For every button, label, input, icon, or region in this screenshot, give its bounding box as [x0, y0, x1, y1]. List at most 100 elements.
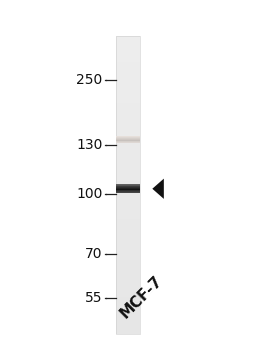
Bar — [116, 73, 140, 77]
Bar — [116, 271, 140, 274]
Text: 70: 70 — [85, 247, 102, 261]
Text: 100: 100 — [76, 187, 102, 201]
Bar — [116, 139, 140, 140]
Bar — [116, 304, 140, 308]
Bar — [116, 138, 140, 139]
Bar — [116, 133, 140, 137]
Bar — [116, 51, 140, 55]
Bar — [116, 297, 140, 301]
Bar — [116, 190, 140, 191]
Bar — [116, 184, 140, 185]
Bar — [116, 196, 140, 200]
Bar — [116, 308, 140, 311]
Bar — [116, 148, 140, 152]
Bar — [116, 187, 140, 188]
Bar — [116, 111, 140, 114]
Bar — [116, 122, 140, 126]
Bar — [116, 107, 140, 111]
Bar — [116, 222, 140, 226]
Text: 55: 55 — [85, 291, 102, 305]
Bar — [116, 137, 140, 138]
Bar — [116, 301, 140, 304]
Bar — [116, 237, 140, 241]
Bar — [116, 114, 140, 118]
Bar — [116, 211, 140, 215]
Bar — [116, 48, 140, 51]
Bar — [116, 189, 140, 192]
Bar — [116, 248, 140, 252]
Bar — [116, 77, 140, 81]
Bar — [116, 36, 140, 334]
Bar — [116, 193, 140, 196]
Bar — [116, 191, 140, 192]
Bar — [116, 152, 140, 155]
Bar — [116, 70, 140, 73]
Bar — [116, 200, 140, 204]
Bar — [116, 137, 140, 140]
Bar — [116, 311, 140, 315]
Bar — [116, 256, 140, 260]
Bar — [116, 140, 140, 144]
Bar — [116, 241, 140, 245]
Bar — [116, 155, 140, 159]
Bar — [116, 252, 140, 256]
Bar — [116, 126, 140, 129]
Bar — [116, 136, 140, 137]
Bar — [116, 319, 140, 323]
Bar — [116, 189, 140, 190]
Bar — [116, 204, 140, 207]
Bar — [116, 141, 140, 142]
Bar — [116, 81, 140, 85]
Bar — [116, 103, 140, 107]
Bar — [116, 245, 140, 248]
Bar — [116, 289, 140, 293]
Bar — [116, 62, 140, 66]
Bar — [116, 293, 140, 297]
Bar — [116, 315, 140, 319]
Bar — [116, 55, 140, 58]
Bar — [116, 286, 140, 289]
Bar — [116, 129, 140, 133]
Bar — [116, 323, 140, 327]
Text: MCF-7: MCF-7 — [118, 273, 166, 321]
Bar — [116, 142, 140, 143]
Bar — [116, 188, 140, 189]
Bar — [116, 96, 140, 99]
Bar — [116, 267, 140, 271]
Bar — [116, 207, 140, 211]
Bar — [116, 159, 140, 163]
Bar — [116, 167, 140, 170]
Bar — [116, 88, 140, 92]
Bar — [116, 330, 140, 334]
Bar — [116, 263, 140, 267]
Bar — [116, 186, 140, 187]
Bar — [116, 66, 140, 70]
Bar — [116, 140, 140, 141]
Bar — [116, 99, 140, 103]
Bar — [116, 174, 140, 178]
Bar — [116, 163, 140, 167]
Bar — [116, 226, 140, 230]
Bar — [116, 185, 140, 189]
Bar — [116, 282, 140, 286]
Bar — [116, 40, 140, 44]
Bar — [116, 278, 140, 282]
Bar — [116, 260, 140, 263]
Bar — [116, 215, 140, 219]
Bar — [116, 326, 140, 330]
Bar — [116, 230, 140, 233]
Text: 130: 130 — [76, 138, 102, 152]
Bar — [116, 92, 140, 96]
Bar — [116, 178, 140, 182]
Polygon shape — [152, 179, 164, 199]
Bar — [116, 118, 140, 122]
Bar — [116, 192, 140, 193]
Bar — [116, 233, 140, 237]
Text: 250: 250 — [76, 73, 102, 87]
Bar — [116, 219, 140, 222]
Bar — [116, 44, 140, 48]
Bar — [116, 185, 140, 186]
Bar — [116, 182, 140, 185]
Bar — [116, 85, 140, 89]
Bar — [116, 58, 140, 62]
